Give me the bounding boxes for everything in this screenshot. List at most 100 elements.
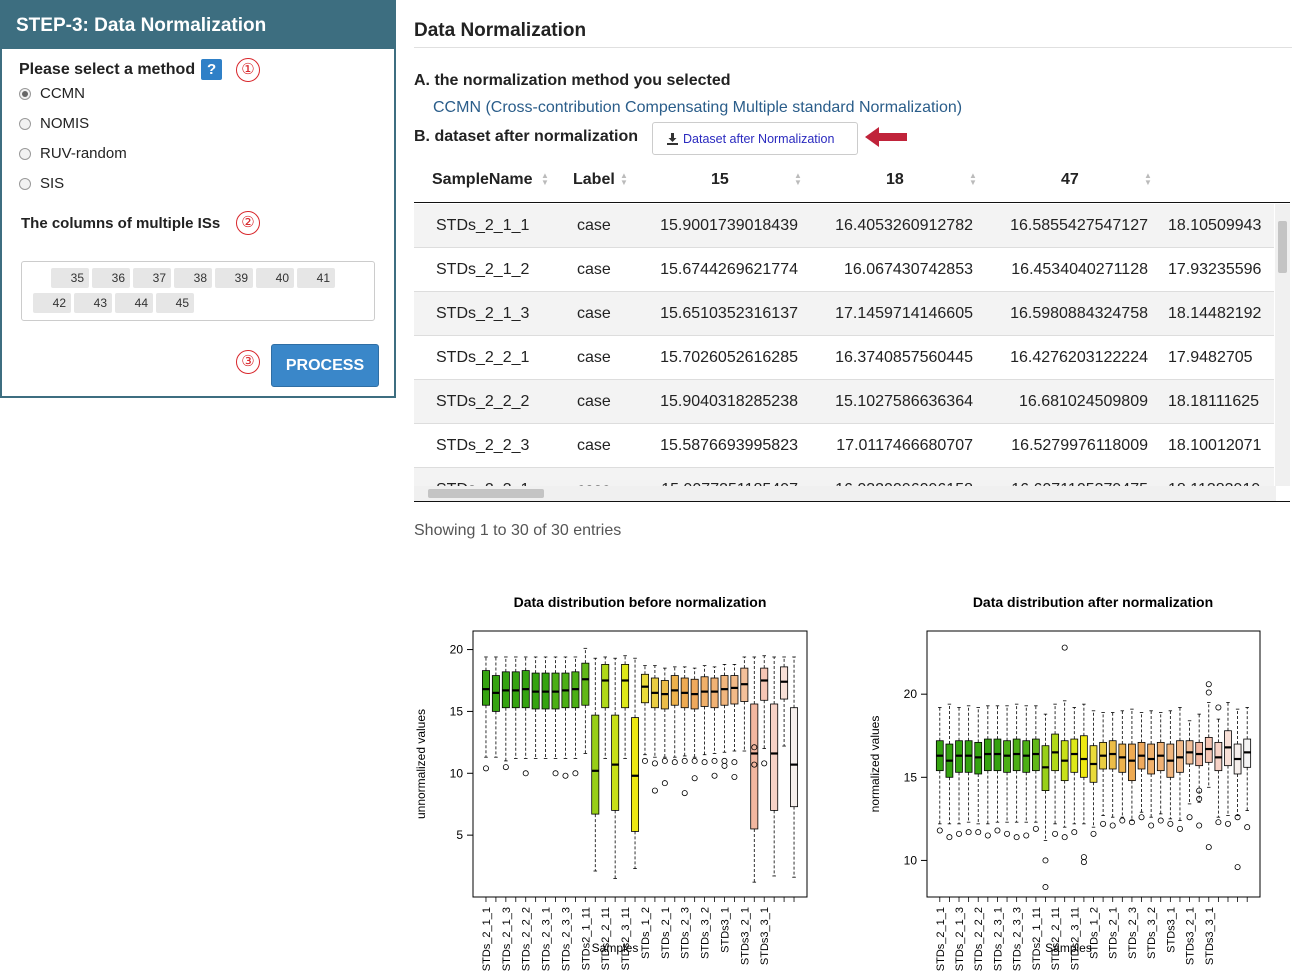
radio-icon[interactable] [19,177,31,190]
column-chip[interactable]: 45 [156,293,194,313]
outlier-point [1205,689,1212,696]
x-tick-label: STDs_2_1_3 [501,907,513,971]
table-cell: 17.93235596 [1168,261,1262,278]
outlier-point [661,757,668,764]
table-cell: 17.1459714146605 [835,305,973,322]
download-dataset-button[interactable]: Dataset after Normalization [652,122,858,155]
arrow-left-icon [865,127,907,147]
y-tick-label: 5 [456,828,463,842]
x-tick-label: STDs_2_1 [660,907,672,959]
step3-panel: STEP-3: Data Normalization Please select… [0,0,396,398]
table-cell: 16.067430742853 [843,261,973,278]
entries-info: Showing 1 to 30 of 30 entries [414,522,622,539]
outlier-point [1234,864,1241,871]
help-icon[interactable]: ? [201,59,223,80]
y-tick-label: 20 [450,643,464,657]
y-axis-label: unnormalized values [414,709,428,819]
col-header-label[interactable]: Label [573,171,615,188]
outlier-point [681,757,688,764]
column-chip[interactable]: 43 [74,293,112,313]
radio-icon[interactable] [19,147,31,160]
table-cell: case [577,217,611,234]
process-button[interactable]: PROCESS [271,344,379,387]
outlier-point [1109,822,1116,829]
x-tick-label: STDs3_1 [1165,907,1177,953]
column-chip[interactable]: 39 [215,268,253,288]
col-header-47[interactable]: 47 [1061,171,1079,188]
scroll-thumb[interactable] [1278,221,1287,273]
radio-icon[interactable] [19,117,31,130]
outlier-point [572,770,579,777]
column-chip[interactable]: 37 [133,268,171,288]
scroll-thumb[interactable] [428,489,544,498]
x-tick-label: STDs_2_3_1 [541,907,553,971]
table-cell: STDs_2_2_3 [436,437,530,454]
outlier-point [1052,830,1059,837]
sort-icon[interactable]: ▲ ▼ [620,171,628,187]
sort-icon[interactable]: ▲ ▼ [969,171,977,187]
outlier-point [1071,829,1078,836]
column-chip[interactable]: 41 [297,268,335,288]
column-chip[interactable]: 40 [256,268,294,288]
x-axis-label: Samples [1045,941,1092,955]
chart-title: Data distribution before normalization [514,594,767,610]
table-cell: 17.0117466680707 [836,437,973,454]
panel-title: STEP-3: Data Normalization [2,2,394,49]
table-cell: 17.9482705 [1168,349,1253,366]
table-cell: STDs_2_2_1 [436,349,530,366]
outlier-point [1042,857,1049,864]
table-cell: 15.9001739018439 [660,217,798,234]
outlier-point [1138,814,1145,821]
outlier-point [1119,817,1126,824]
outlier-point [1196,795,1203,802]
outlier-point [681,790,688,797]
outlier-point [1157,817,1164,824]
outlier-point [984,832,991,839]
outlier-point [975,829,982,836]
outlier-point [1186,814,1193,821]
table-cell: STDs_2_2_2 [436,393,530,410]
method-option-nomis[interactable]: NOMIS [19,115,89,132]
method-option-sis[interactable]: SIS [19,175,64,192]
outlier-point [936,827,943,834]
col-header-15[interactable]: 15 [711,171,729,188]
section-a-title: A. the normalization method you selected [414,72,731,89]
column-chip[interactable]: 36 [92,268,130,288]
divider [414,47,1292,48]
x-tick-label: STDs_2_1_1 [935,907,947,971]
sort-icon[interactable]: ▲ ▼ [541,171,549,187]
sort-icon[interactable]: ▲ ▼ [794,171,802,187]
table-cell: case [577,393,611,410]
table-cell: 15.6510352316137 [660,305,798,322]
outlier-point [562,772,569,779]
table-cell: 16.4053260912782 [835,217,973,234]
table-cell: 15.9040318285238 [660,393,798,410]
method-option-ccmn[interactable]: CCMN [19,85,85,102]
col-header-18[interactable]: 18 [886,171,904,188]
column-chip[interactable]: 44 [115,293,153,313]
x-tick-label: STDs3_2_1 [739,907,751,965]
outlier-point [1234,814,1241,821]
columns-select-input[interactable]: 35 36 37 38 39 40 41 42 43 44 45 [21,261,375,321]
column-chip[interactable]: 38 [174,268,212,288]
x-tick-label: STDs_3_2 [700,907,712,959]
vertical-scrollbar[interactable] [1275,204,1290,486]
box [1128,743,1136,782]
radio-checked-icon[interactable] [19,87,31,100]
horizontal-scrollbar[interactable] [414,486,1276,501]
table-header: SampleName ▲ ▼ Label ▲ ▼ 15 ▲ ▼ 18 ▲ ▼ 47 ▲ ▼ [414,160,1290,203]
data-table: SampleName ▲ ▼ Label ▲ ▼ 15 ▲ ▼ 18 ▲ ▼ 47 ▲ ▼… [414,160,1290,502]
column-chip[interactable]: 35 [51,268,89,288]
box [481,670,490,706]
col-header-samplename[interactable]: SampleName [432,171,533,188]
x-tick-label: STDs2_2_11 [1050,907,1062,970]
method-option-ruv-random[interactable]: RUV-random [19,145,127,162]
sort-icon[interactable]: ▲ ▼ [1144,171,1152,187]
outlier-point [1004,830,1011,837]
x-tick-label: STDs2_1_11 [580,907,592,970]
marker-3: ③ [236,350,260,374]
boxplot-after-normalization: Data distribution after normalization 10 1… [868,594,1261,971]
outlier-point [1215,704,1222,711]
column-chip[interactable]: 42 [33,293,71,313]
page-title: Data Normalization [414,20,587,41]
